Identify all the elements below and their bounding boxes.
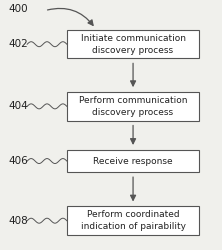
FancyBboxPatch shape bbox=[67, 206, 199, 235]
FancyBboxPatch shape bbox=[67, 150, 199, 172]
FancyBboxPatch shape bbox=[67, 30, 199, 58]
Text: Perform communication
discovery process: Perform communication discovery process bbox=[79, 96, 187, 117]
Text: 404: 404 bbox=[8, 101, 28, 111]
Text: Perform coordinated
indication of pairability: Perform coordinated indication of pairab… bbox=[81, 210, 186, 231]
Text: 406: 406 bbox=[8, 156, 28, 166]
Text: Receive response: Receive response bbox=[93, 156, 173, 166]
Text: 402: 402 bbox=[8, 39, 28, 49]
Text: 408: 408 bbox=[8, 216, 28, 226]
FancyBboxPatch shape bbox=[67, 92, 199, 121]
Text: Initiate communication
discovery process: Initiate communication discovery process bbox=[81, 34, 186, 54]
Text: 400: 400 bbox=[8, 4, 28, 15]
